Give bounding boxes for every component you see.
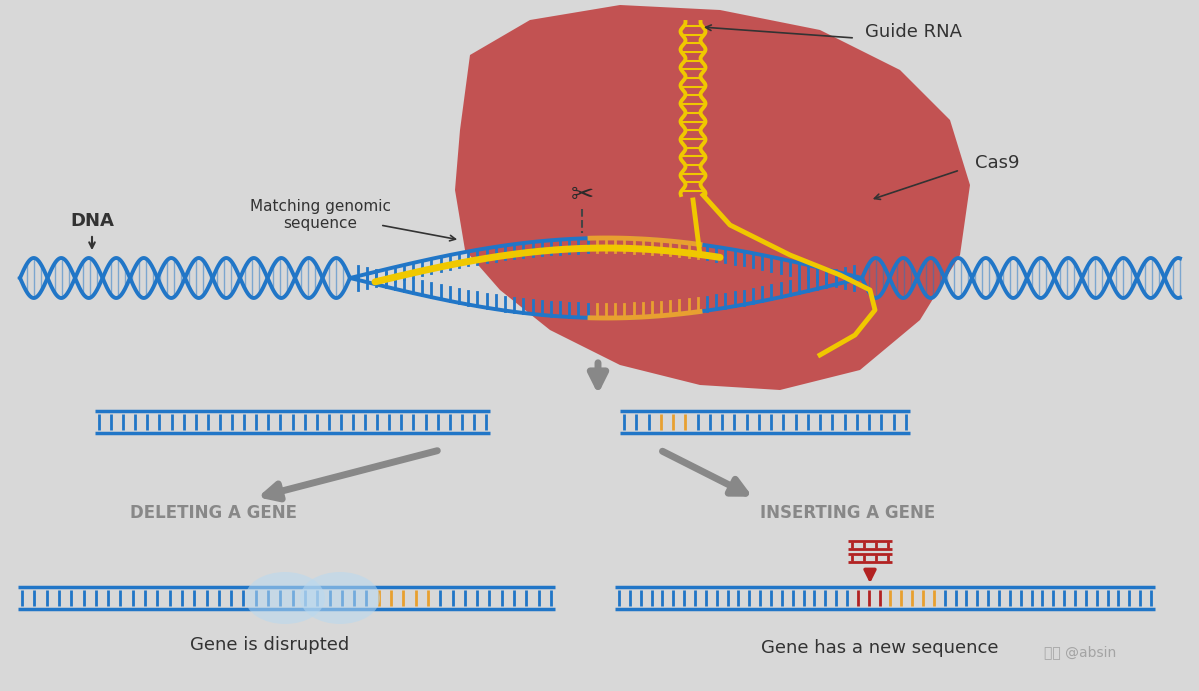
Polygon shape [454, 5, 970, 390]
Text: DELETING A GENE: DELETING A GENE [129, 504, 297, 522]
Text: Guide RNA: Guide RNA [864, 23, 962, 41]
Ellipse shape [245, 572, 325, 624]
Text: INSERTING A GENE: INSERTING A GENE [760, 504, 935, 522]
Text: Gene is disrupted: Gene is disrupted [191, 636, 350, 654]
Text: ✂: ✂ [571, 181, 594, 209]
Text: Matching genomic
sequence: Matching genomic sequence [249, 199, 391, 231]
Text: 知乎 @absin: 知乎 @absin [1044, 645, 1116, 659]
Text: DNA: DNA [70, 212, 114, 230]
Text: Gene has a new sequence: Gene has a new sequence [761, 639, 999, 657]
Text: Cas9: Cas9 [975, 154, 1019, 172]
Ellipse shape [300, 572, 380, 624]
